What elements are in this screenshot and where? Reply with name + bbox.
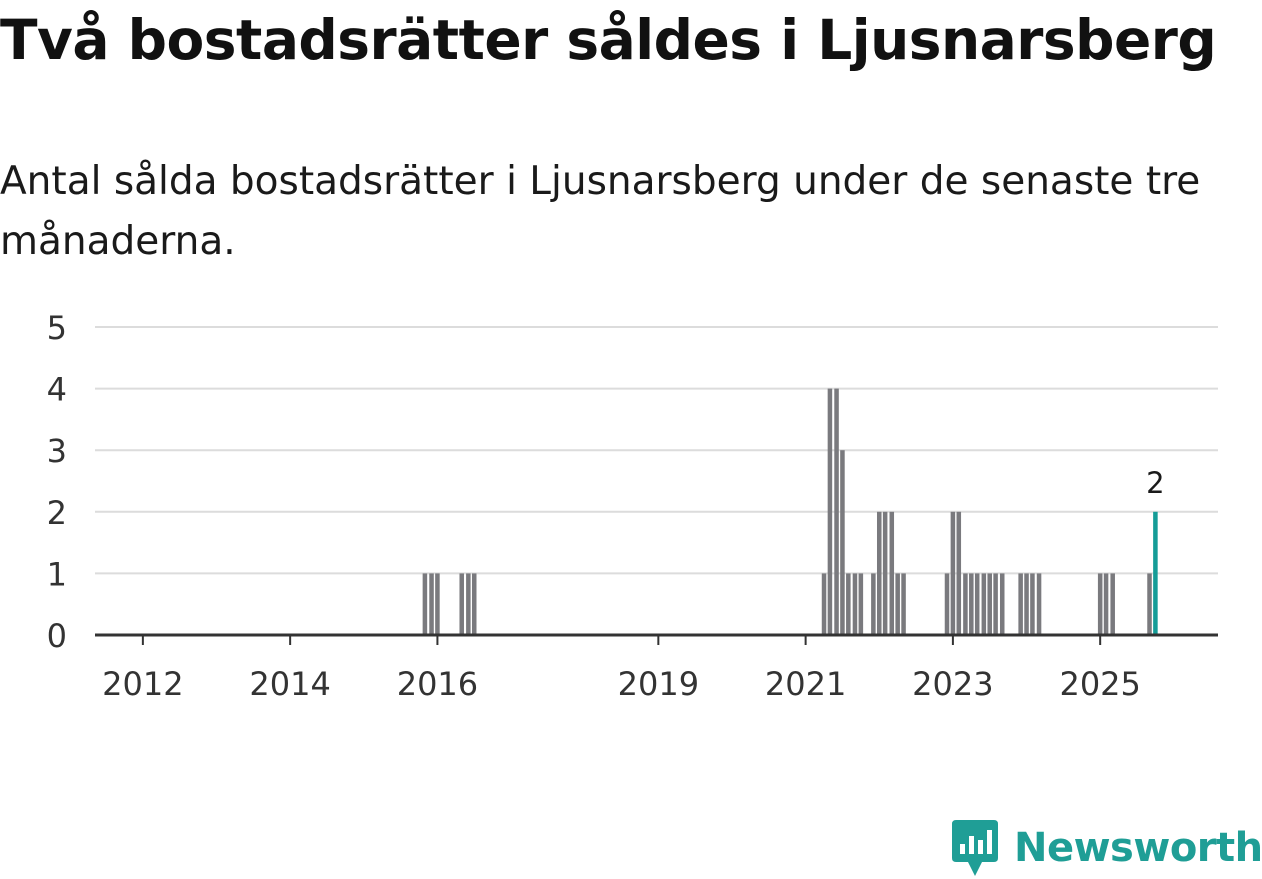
bar bbox=[840, 450, 845, 635]
bar bbox=[1110, 573, 1115, 635]
bar bbox=[871, 573, 876, 635]
data-labels: 2 bbox=[1146, 466, 1164, 500]
bar bbox=[435, 573, 440, 635]
newsworthy-icon bbox=[952, 820, 998, 876]
x-tick-label: 2014 bbox=[249, 665, 330, 703]
x-tick-label: 2016 bbox=[397, 665, 478, 703]
brand-name: Newsworthy bbox=[1014, 825, 1262, 871]
bar-highlight bbox=[1153, 511, 1158, 635]
bar bbox=[846, 573, 851, 635]
gridlines bbox=[95, 326, 1218, 575]
bar bbox=[876, 511, 882, 635]
bar bbox=[901, 573, 906, 635]
bar bbox=[852, 573, 858, 635]
bar bbox=[422, 573, 428, 635]
bar bbox=[999, 573, 1005, 635]
bar bbox=[974, 573, 980, 635]
bar bbox=[429, 573, 434, 635]
x-tick-label: 2019 bbox=[618, 665, 699, 703]
bar bbox=[471, 573, 477, 635]
bar bbox=[1097, 573, 1103, 635]
bars bbox=[422, 388, 1158, 635]
bar bbox=[963, 573, 968, 635]
bar bbox=[858, 573, 864, 635]
bar bbox=[895, 573, 900, 635]
bar bbox=[1103, 573, 1109, 635]
bar bbox=[827, 388, 833, 635]
bar bbox=[981, 573, 987, 635]
y-axis-ticks: 0 1 2 3 4 5 bbox=[47, 309, 67, 655]
x-tick-label: 2021 bbox=[765, 665, 846, 703]
chart-subtitle: Antal sålda bostadsrätter i Ljusnarsberg… bbox=[0, 159, 1201, 264]
bar bbox=[956, 511, 962, 635]
x-tick-label: 2023 bbox=[912, 665, 993, 703]
y-tick-label: 4 bbox=[47, 371, 67, 409]
bar bbox=[987, 573, 992, 635]
newsworthy-logo: Newsworthy bbox=[950, 818, 1262, 878]
y-tick-label: 3 bbox=[47, 432, 67, 470]
x-tick-label: 2012 bbox=[102, 665, 183, 703]
bar-chart: 0 1 2 3 4 5 2012 2014 2016 2019 2021 2023 2025 2 bbox=[47, 309, 1218, 703]
bar bbox=[1024, 573, 1029, 635]
chart-title: Två bostadsrätter såldes i Ljusnarsberg bbox=[0, 8, 1217, 72]
y-tick-label: 1 bbox=[47, 555, 67, 593]
bar bbox=[993, 573, 998, 635]
x-axis-ticks: 2012 2014 2016 2019 2021 2023 2025 bbox=[102, 635, 1141, 703]
bar bbox=[1147, 573, 1152, 635]
bar bbox=[882, 511, 888, 635]
bar bbox=[889, 511, 895, 635]
bar bbox=[1030, 573, 1035, 635]
bar bbox=[834, 388, 839, 635]
y-tick-label: 5 bbox=[47, 309, 67, 347]
bar bbox=[821, 573, 827, 635]
bar-value-label: 2 bbox=[1146, 466, 1164, 500]
bar bbox=[969, 573, 974, 635]
bar bbox=[950, 511, 956, 635]
bar bbox=[1018, 573, 1023, 635]
bar bbox=[466, 573, 471, 635]
bar bbox=[459, 573, 464, 635]
y-tick-label: 0 bbox=[47, 617, 67, 655]
bar bbox=[1036, 573, 1042, 635]
y-tick-label: 2 bbox=[47, 494, 67, 532]
x-tick-label: 2025 bbox=[1059, 665, 1140, 703]
bar bbox=[944, 573, 950, 635]
